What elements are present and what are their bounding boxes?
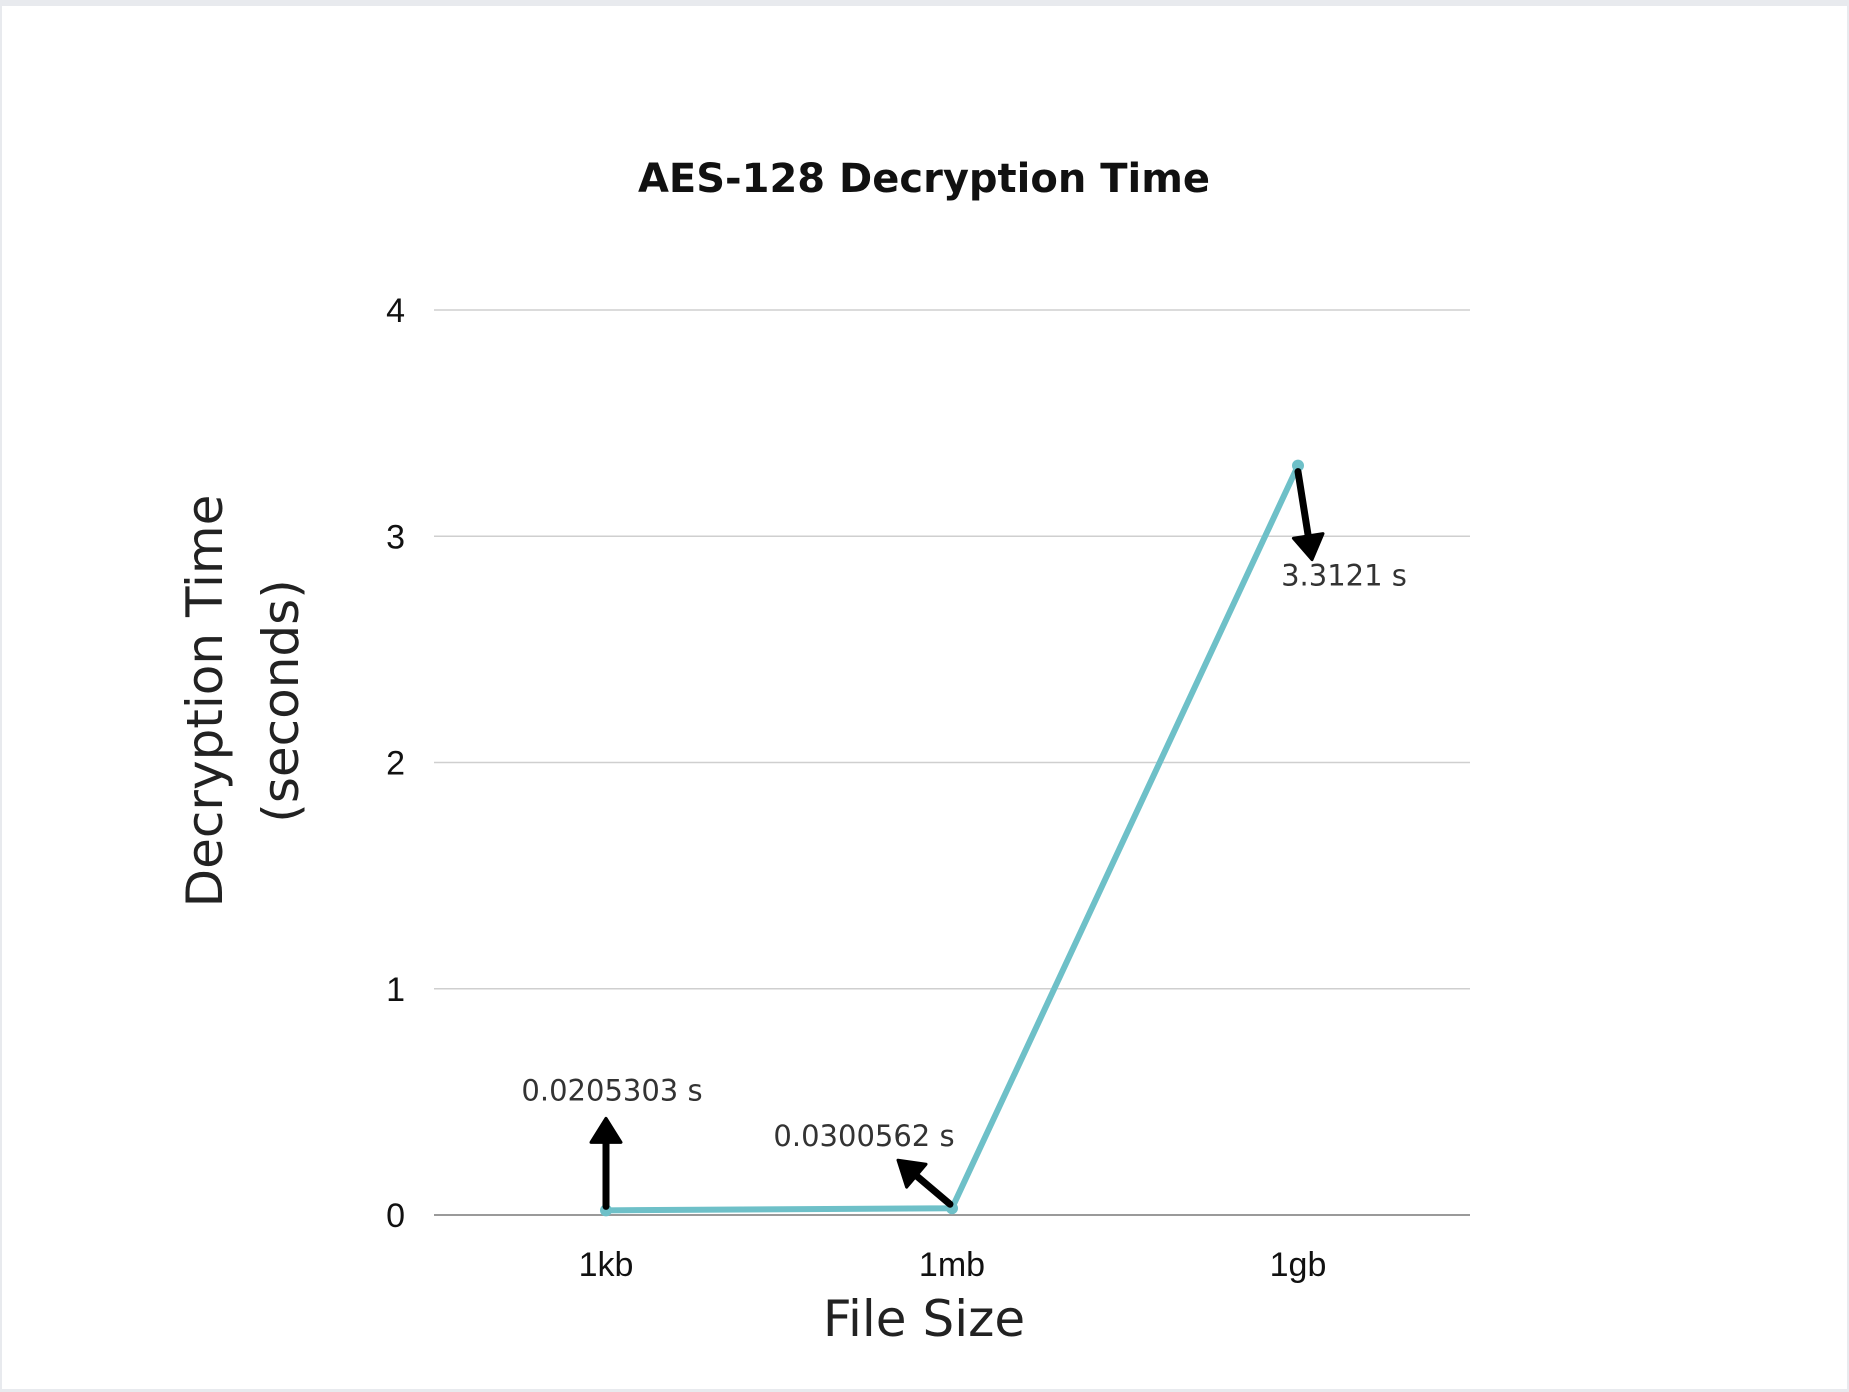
annotation-arrow [896, 1158, 954, 1208]
series-line [603, 462, 1301, 1214]
y-axis-title: Decryption Time (seconds) [176, 495, 310, 908]
annotation-arrow [589, 1116, 623, 1210]
annotation-label: 0.0300562 s [773, 1119, 954, 1153]
annotations: 0.0205303 s 0.0300562 s 3.3121 s [521, 468, 1407, 1210]
y-tick-label: 2 [386, 745, 405, 783]
series-layer [600, 459, 1304, 1217]
y-tick-label: 0 [386, 1197, 405, 1235]
y-axis-title-line-2: (seconds) [252, 579, 310, 822]
y-tick-label: 1 [386, 971, 405, 1009]
x-axis-title: File Size [823, 1290, 1025, 1348]
x-tick-label: 1mb [919, 1246, 985, 1284]
x-tick-labels: 1kb 1mb 1gb [579, 1246, 1327, 1284]
chart-title: AES-128 Decryption Time [638, 156, 1210, 202]
annotation-label: 3.3121 s [1281, 559, 1407, 593]
data-point [1292, 459, 1304, 472]
y-axis-title-line-1: Decryption Time [176, 495, 234, 908]
annotation-arrow [1291, 468, 1325, 562]
y-tick-labels: 0 1 2 3 4 [386, 292, 405, 1235]
y-tick-label: 4 [386, 292, 405, 330]
y-tick-label: 3 [386, 518, 405, 556]
annotation-label: 0.0205303 s [521, 1073, 702, 1107]
x-tick-label: 1kb [579, 1246, 634, 1284]
x-tick-label: 1gb [1270, 1246, 1327, 1284]
